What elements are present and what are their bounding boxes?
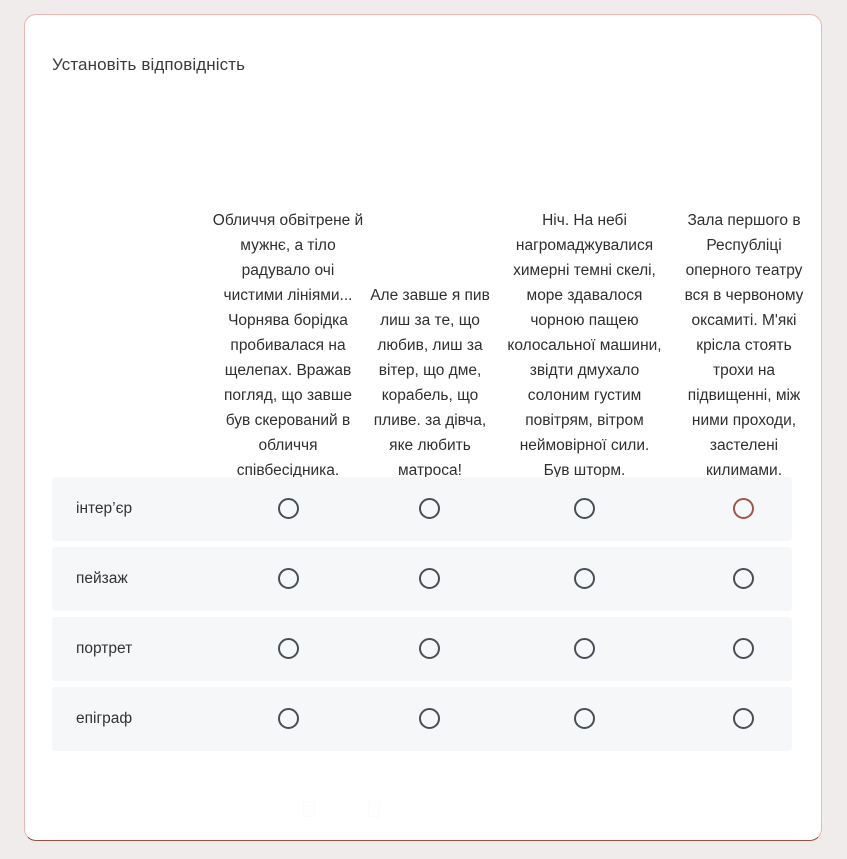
footer-mark-icon-1 — [303, 801, 315, 817]
column-header-2: Але завше я пив лиш за те, що любив, лиш… — [370, 287, 490, 479]
match-matrix: інтер’єр пейзаж портрет — [52, 477, 792, 757]
radio-interior-col1[interactable] — [278, 498, 299, 519]
column-header-3: Ніч. На небі нагромаджувалися химерні те… — [507, 212, 662, 479]
table-row: пейзаж — [52, 547, 792, 611]
page-title: Установіть відповідність — [52, 55, 246, 74]
table-row: епіграф — [52, 687, 792, 751]
footer-mark-icon-2 — [368, 801, 380, 817]
radio-interior-col4[interactable] — [733, 498, 754, 519]
radio-portrait-col4[interactable] — [733, 638, 754, 659]
radio-epigraph-col2[interactable] — [419, 708, 440, 729]
radio-landscape-col2[interactable] — [419, 568, 440, 589]
quiz-card: Установіть відповідність Обличчя обвітре… — [24, 14, 822, 841]
column-header-1: Обличчя обвітрене й мужнє, а тіло радува… — [212, 212, 364, 479]
options-header: Обличчя обвітрене й мужнє, а тіло радува… — [25, 100, 821, 483]
radio-landscape-col4[interactable] — [733, 568, 754, 589]
column-header-4: Зала першого в Республіці оперного театр… — [684, 212, 804, 479]
radio-interior-col2[interactable] — [419, 498, 440, 519]
row-label-epigraph: епіграф — [76, 710, 133, 727]
radio-epigraph-col3[interactable] — [574, 708, 595, 729]
row-label-portrait: портрет — [76, 640, 133, 657]
radio-epigraph-col4[interactable] — [733, 708, 754, 729]
table-row: портрет — [52, 617, 792, 681]
table-row: інтер’єр — [52, 477, 792, 541]
quiz-card-inner: Установіть відповідність Обличчя обвітре… — [25, 15, 821, 840]
radio-landscape-col3[interactable] — [574, 568, 595, 589]
radio-portrait-col3[interactable] — [574, 638, 595, 659]
radio-portrait-col2[interactable] — [419, 638, 440, 659]
radio-epigraph-col1[interactable] — [278, 708, 299, 729]
row-label-interior: інтер’єр — [76, 500, 133, 517]
radio-interior-col3[interactable] — [574, 498, 595, 519]
row-label-landscape: пейзаж — [76, 570, 128, 587]
radio-portrait-col1[interactable] — [278, 638, 299, 659]
footer-marks — [25, 793, 821, 827]
radio-landscape-col1[interactable] — [278, 568, 299, 589]
